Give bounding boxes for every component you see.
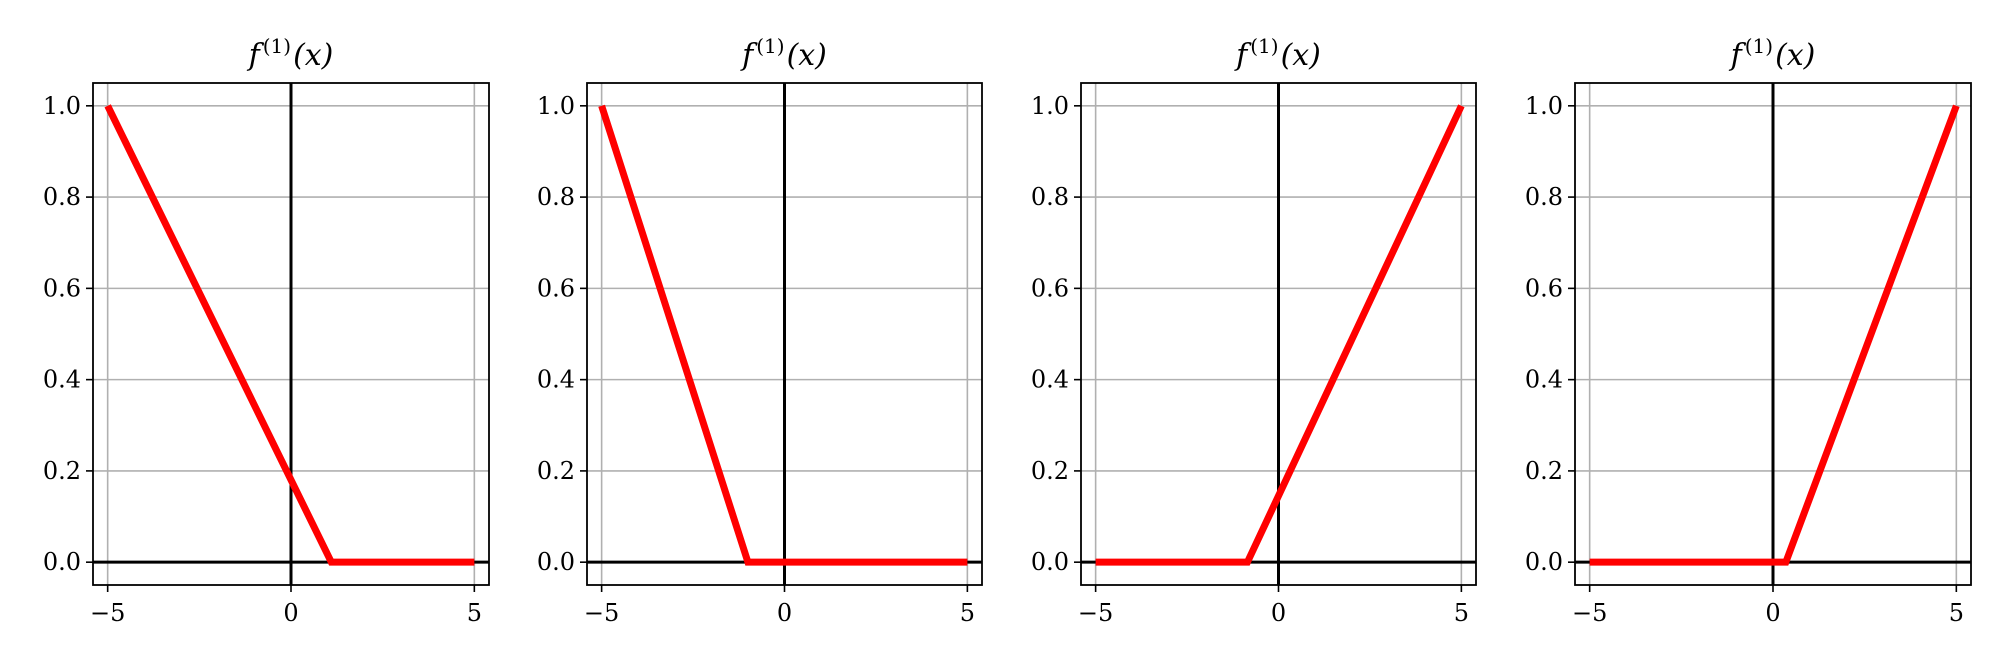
x-tick-label: 0 [283,599,298,627]
y-tick-label: 0.4 [43,366,81,394]
series-line-1 [598,104,968,566]
series-line-1 [1095,104,1465,566]
y-tick-label: 0.0 [1031,548,1069,576]
y-tick-label: 0.0 [537,548,575,576]
x-tick-label: 5 [960,599,975,627]
chart-title: f (1)(x) [740,34,827,73]
y-tick-label: 0.8 [1031,183,1069,211]
x-tick-label: 5 [467,599,482,627]
y-tick-label: 0.2 [537,457,575,485]
title-superscript: (1) [263,34,291,58]
y-tick-label: 1.0 [1525,92,1563,120]
y-tick-label: 1.0 [1031,92,1069,120]
chart-title: f (1)(x) [1729,34,1816,73]
x-tick-label: −5 [584,599,619,627]
y-tick-label: 0.6 [1031,274,1069,302]
y-tick-label: 0.6 [43,274,81,302]
y-tick-label: 0.4 [1031,366,1069,394]
y-tick-label: 1.0 [43,92,81,120]
y-tick-label: 1.0 [537,92,575,120]
y-tick-label: 0.2 [43,457,81,485]
chart-title: f (1)(x) [1234,34,1321,73]
y-tick-label: 0.6 [537,274,575,302]
series-line-1 [1589,104,1960,566]
chart-panel-3: −5 0 5 0.0 0.2 0.4 0.6 0.8 1.0 f (1)(x) [1031,34,1477,627]
title-argument: (x) [787,38,827,73]
x-tick-label: 5 [1949,599,1964,627]
y-tick-label: 0.2 [1525,457,1563,485]
chart-panel-4: −5 0 5 0.0 0.2 0.4 0.6 0.8 1.0 f (1)(x) [1525,34,1972,627]
y-tick-label: 0.0 [43,548,81,576]
x-tick-label: 0 [777,599,792,627]
x-tick-label: 0 [1765,599,1780,627]
y-tick-label: 0.8 [537,183,575,211]
title-argument: (x) [293,38,333,73]
x-tick-label: −5 [1078,599,1113,627]
title-argument: (x) [1775,38,1815,73]
title-superscript: (1) [1745,34,1773,58]
y-tick-label: 0.6 [1525,274,1563,302]
y-tick-label: 0.4 [1525,366,1563,394]
y-tick-label: 0.4 [537,366,575,394]
chart-panel-2: −5 0 5 0.0 0.2 0.4 0.6 0.8 1.0 f (1)(x) [537,34,983,627]
chart-panel-1: −5 0 50.00.20.40.60.81.0f (1)(x) [43,34,490,627]
y-tick-label: 0.2 [1031,457,1069,485]
x-tick-label: −5 [90,599,125,627]
series-line-1 [104,104,475,566]
title-argument: (x) [1281,38,1321,73]
y-tick-label: 0.0 [1525,548,1563,576]
title-superscript: (1) [1250,34,1278,58]
x-tick-label: −5 [1572,599,1607,627]
x-tick-label: 0 [1271,599,1286,627]
title-superscript: (1) [756,34,784,58]
x-tick-label: 5 [1454,599,1469,627]
y-tick-label: 0.8 [43,183,81,211]
y-tick-label: 0.8 [1525,183,1563,211]
